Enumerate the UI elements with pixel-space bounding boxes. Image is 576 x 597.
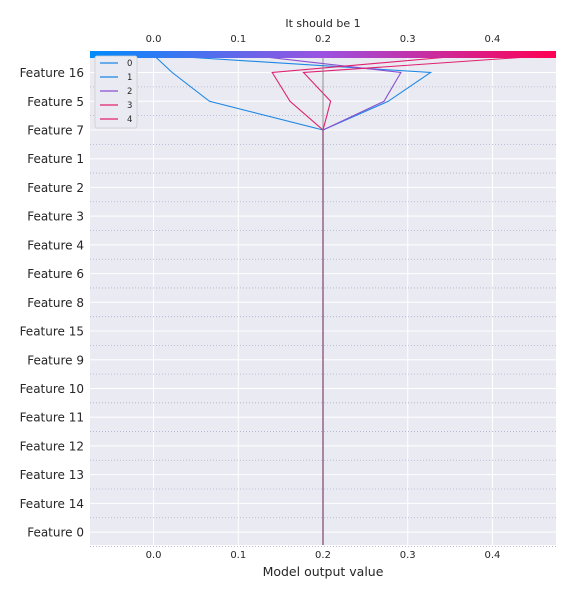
x-axis-label: Model output value bbox=[263, 564, 384, 579]
legend-label: 3 bbox=[127, 101, 132, 111]
y-tick-label: Feature 0 bbox=[27, 526, 84, 540]
y-tick-label: Feature 6 bbox=[27, 267, 84, 281]
top-colorbar bbox=[90, 51, 556, 58]
y-tick-label: Feature 16 bbox=[20, 66, 84, 80]
y-tick-label: Feature 1 bbox=[27, 152, 84, 166]
y-tick-label: Feature 14 bbox=[20, 497, 84, 511]
y-tick-labels: Feature 16 Feature 5 Feature 7 Feature 1 Fea… bbox=[20, 66, 84, 540]
x-tick-label-bottom: 0.0 bbox=[146, 550, 162, 561]
y-tick-label: Feature 11 bbox=[20, 411, 84, 425]
y-tick-label: Feature 8 bbox=[27, 296, 84, 310]
legend-label: 2 bbox=[127, 87, 132, 97]
y-tick-label: Feature 9 bbox=[27, 353, 84, 367]
x-tick-label-top: 0.1 bbox=[230, 34, 246, 45]
x-tick-label-bottom: 0.4 bbox=[485, 550, 501, 561]
x-tick-label-bottom: 0.2 bbox=[315, 550, 331, 561]
y-tick-label: Feature 13 bbox=[20, 468, 84, 482]
x-tick-label-bottom: 0.1 bbox=[230, 550, 246, 561]
x-tick-label-top: 0.4 bbox=[485, 34, 501, 45]
y-tick-label: Feature 7 bbox=[27, 123, 84, 137]
y-tick-label: Feature 10 bbox=[20, 382, 84, 396]
legend-label: 4 bbox=[127, 115, 132, 125]
legend-label: 1 bbox=[127, 73, 132, 83]
x-tick-labels-bottom: 0.0 0.1 0.2 0.3 0.4 bbox=[146, 550, 501, 561]
legend: 0 1 2 3 4 bbox=[94, 55, 138, 129]
y-tick-label: Feature 12 bbox=[20, 439, 84, 453]
y-tick-label: Feature 4 bbox=[27, 238, 84, 252]
x-tick-label-top: 0.3 bbox=[400, 34, 416, 45]
x-tick-label-top: 0.2 bbox=[315, 34, 331, 45]
y-tick-label: Feature 3 bbox=[27, 210, 84, 224]
x-tick-label-bottom: 0.3 bbox=[400, 550, 416, 561]
x-tick-labels-top: 0.0 0.1 0.2 0.3 0.4 bbox=[146, 34, 501, 45]
y-tick-label: Feature 2 bbox=[27, 181, 84, 195]
y-tick-label: Feature 15 bbox=[20, 325, 84, 339]
legend-label: 0 bbox=[127, 59, 132, 69]
chart-title: It should be 1 bbox=[285, 17, 360, 30]
legend-box bbox=[94, 55, 138, 129]
x-tick-label-top: 0.0 bbox=[146, 34, 162, 45]
y-tick-label: Feature 5 bbox=[27, 95, 84, 109]
